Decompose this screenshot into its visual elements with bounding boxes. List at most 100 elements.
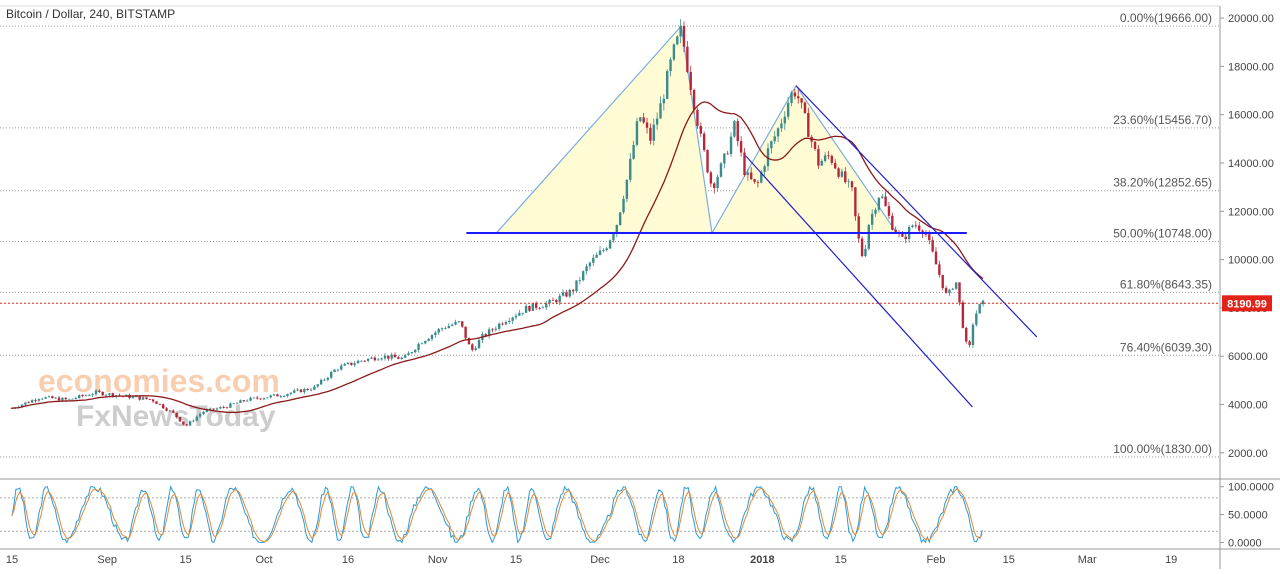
candle-body [54, 397, 57, 399]
candle-body [709, 172, 713, 184]
candle-body [582, 271, 585, 281]
candle-body [918, 225, 921, 231]
candle-body [27, 402, 30, 404]
candle-body [498, 323, 501, 329]
candle-body [205, 409, 209, 412]
candle-body [504, 322, 508, 325]
candle-body [94, 390, 98, 395]
x-tick-label: Oct [255, 554, 272, 566]
moving-average-layer [11, 101, 984, 414]
candle-body [168, 410, 172, 412]
x-tick-label: 15 [179, 554, 191, 566]
candle-body [874, 209, 877, 214]
candle-body [407, 353, 410, 356]
candle-body [793, 92, 797, 97]
y-tick-label: 20000.00 [1228, 13, 1274, 25]
candle-body [867, 224, 870, 249]
candle-body [605, 248, 608, 251]
candle-body [414, 349, 417, 353]
x-tick-label: 16 [342, 554, 354, 566]
candle-body [491, 329, 494, 331]
candle-body [790, 92, 793, 104]
candle-body [954, 282, 958, 289]
candle-body [185, 424, 188, 426]
candle-body [91, 394, 94, 396]
x-tick-label: 15 [1003, 554, 1015, 566]
candle-body [474, 348, 477, 350]
candle-body [716, 176, 719, 189]
candle-body [857, 216, 860, 239]
candle-body [57, 397, 61, 401]
candle-body [981, 300, 985, 305]
candle-body [632, 144, 635, 159]
candle-body [377, 359, 380, 361]
candle-body [820, 160, 823, 166]
candle-body [860, 238, 864, 257]
candle-body [625, 179, 629, 199]
candle-body [585, 266, 588, 272]
candle-body [313, 386, 316, 390]
osc-y-tick-label: 0.0000 [1228, 537, 1262, 549]
candle-body [319, 379, 323, 385]
candle-body [817, 148, 820, 166]
candle-body [256, 397, 259, 399]
candle-body [111, 393, 114, 397]
candle-body [138, 396, 141, 400]
candle-body [299, 389, 303, 393]
candle-body [467, 338, 471, 345]
candle-body [333, 369, 336, 373]
candle-body [222, 407, 225, 408]
candle-body [884, 196, 887, 207]
candle-body [699, 125, 702, 134]
candle-body [343, 363, 346, 366]
candle-body [524, 305, 528, 313]
candle-body [692, 89, 696, 110]
x-tick-label: 15 [510, 554, 522, 566]
candle-body [645, 122, 649, 128]
y-tick-label: 4000.00 [1228, 400, 1268, 412]
candle-body [10, 408, 14, 409]
x-tick-label: 15 [6, 554, 18, 566]
candle-body [598, 250, 602, 255]
candle-body [158, 403, 162, 405]
candle-body [487, 329, 491, 336]
candle-body [148, 399, 151, 400]
candle-body [901, 232, 904, 237]
candle-body [239, 400, 242, 403]
candle-body [629, 158, 632, 180]
candle-body [98, 390, 101, 392]
candle-body [870, 213, 874, 225]
candle-body [971, 324, 975, 345]
candle-body [682, 25, 686, 47]
candle-body [155, 401, 158, 404]
candle-body [726, 153, 729, 155]
candle-body [719, 163, 723, 177]
candle-body [131, 396, 135, 399]
candle-body [521, 312, 524, 314]
fib-level-label: 23.60%(15456.70) [1113, 113, 1212, 127]
candle-body [679, 25, 682, 37]
candle-body [531, 303, 534, 311]
drawing-lines-layer [0, 85, 1220, 408]
candle-body [380, 358, 383, 360]
candle-body [484, 334, 487, 336]
candle-body [891, 215, 894, 230]
candle-body [548, 299, 551, 304]
candle-body [615, 224, 618, 234]
candle-body [649, 127, 652, 141]
candle-body [652, 124, 655, 141]
candle-body [135, 396, 138, 398]
fib-level-label: 38.20%(12852.65) [1113, 176, 1212, 190]
candle-body [528, 305, 531, 311]
candle-body [34, 400, 37, 401]
candle-body [887, 206, 891, 216]
candle-body [81, 395, 84, 396]
candle-body [370, 357, 373, 359]
candle-body [303, 388, 306, 393]
candle-body [669, 59, 672, 72]
candle-body [151, 399, 155, 402]
candle-body [911, 225, 914, 227]
candle-body [444, 328, 447, 329]
